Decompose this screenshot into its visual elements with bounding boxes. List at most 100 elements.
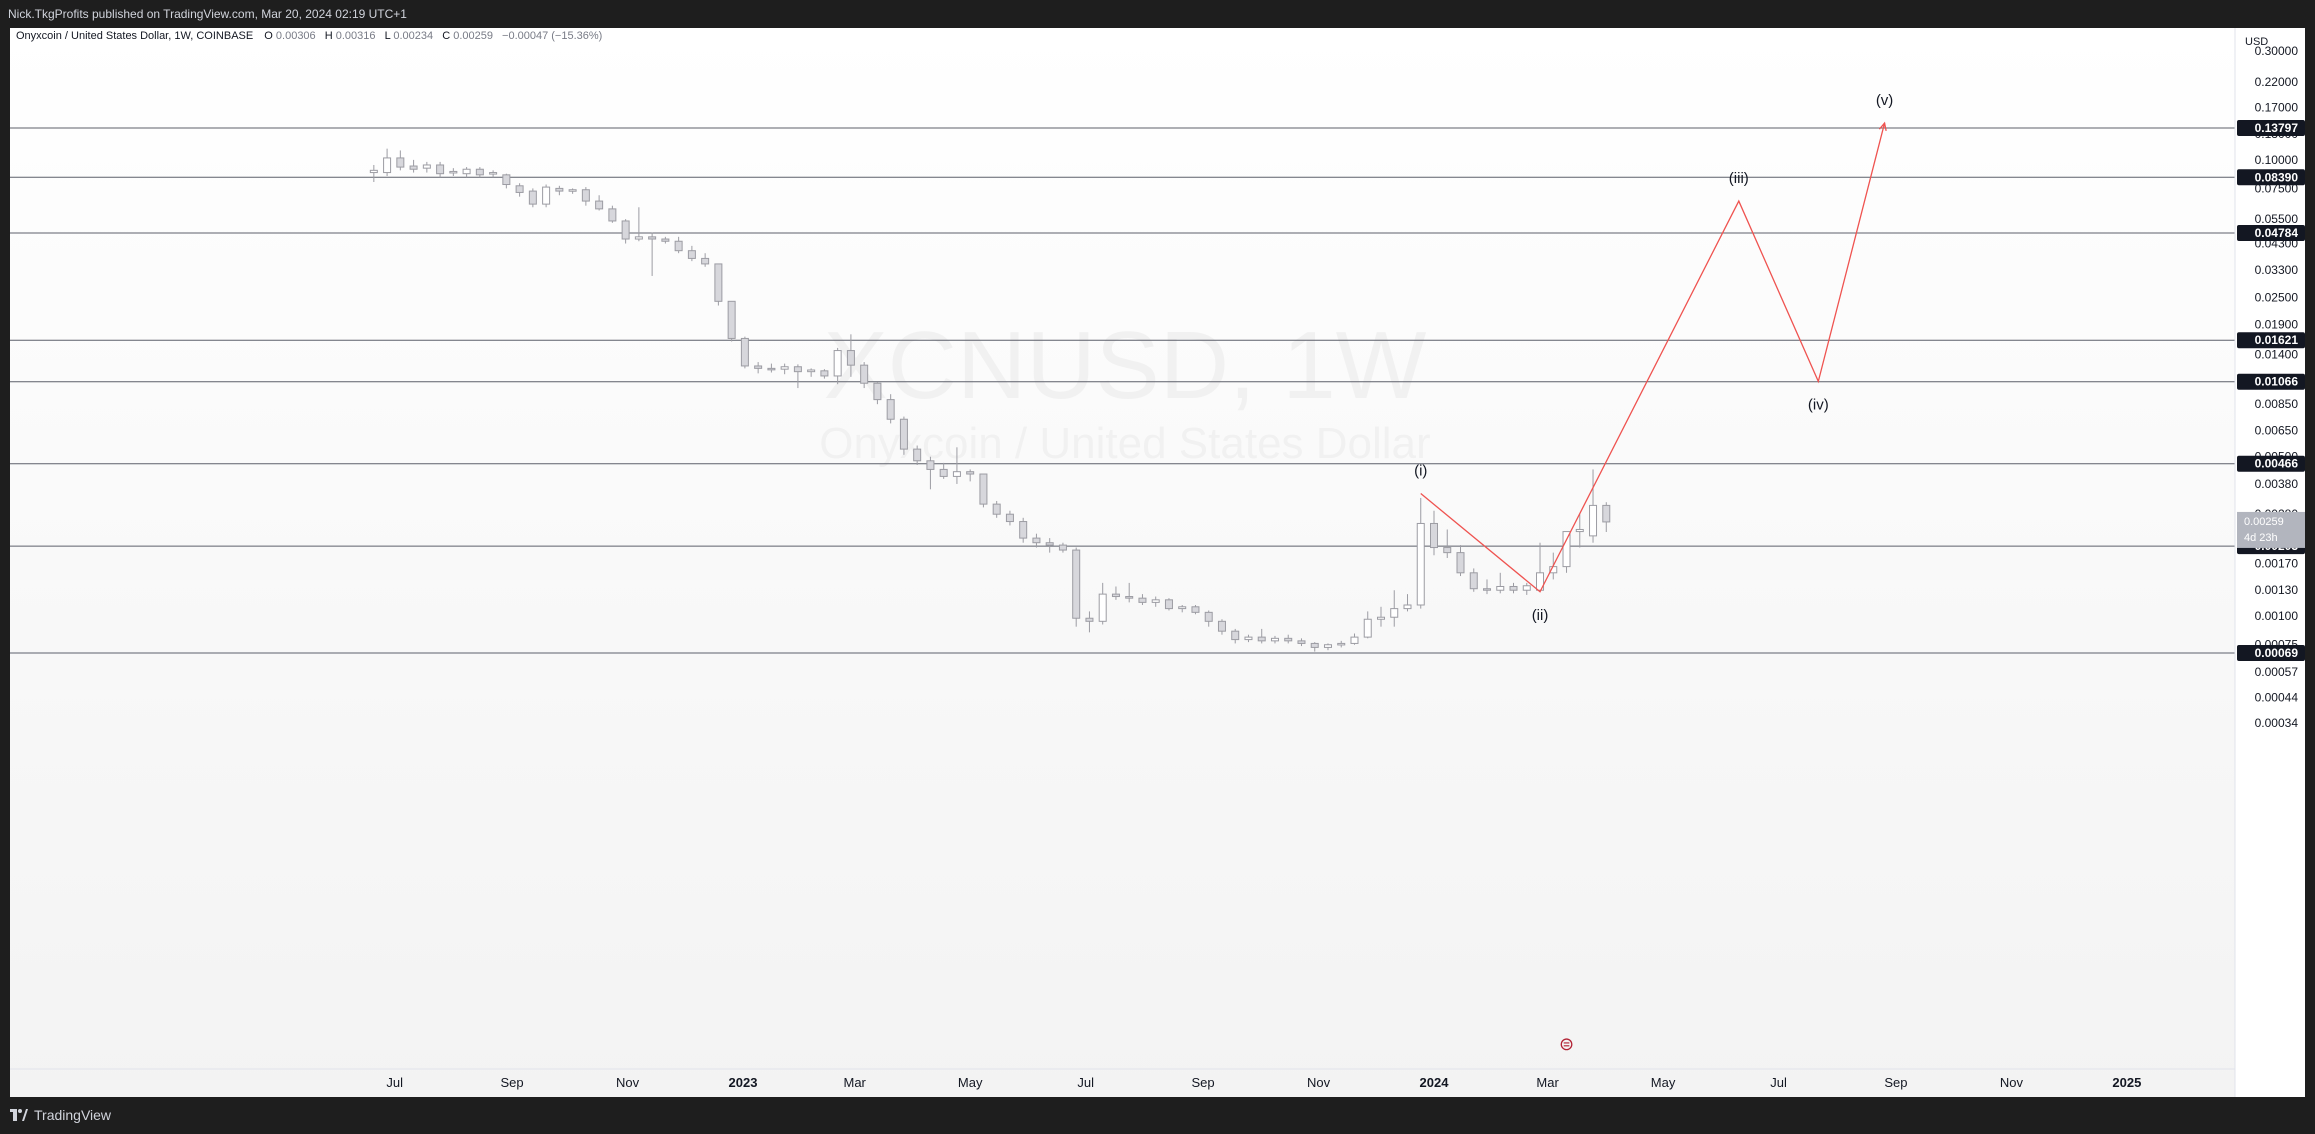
- candle-body: [1323, 644, 1332, 648]
- wave-label: (i): [1414, 463, 1427, 480]
- current-price-background: [2237, 511, 2305, 548]
- y-tick-label: 0.00850: [2255, 397, 2299, 411]
- wave-arrowhead: [1878, 121, 1887, 132]
- candle-body: [621, 220, 630, 240]
- price-axis-background: [2235, 28, 2305, 1097]
- candle-body: [528, 190, 537, 205]
- candle: [383, 148, 392, 176]
- candle: [873, 382, 882, 405]
- x-tick-label: May: [958, 1075, 983, 1090]
- candle: [595, 195, 604, 211]
- candle: [1363, 611, 1372, 639]
- candle: [1496, 572, 1505, 594]
- publisher-text: Nick.TkgProfits published on TradingView…: [8, 7, 407, 21]
- candle-body: [1072, 549, 1081, 619]
- candle: [1416, 497, 1425, 609]
- wave-projection: (i) (ii) (iii) (iv) (v): [1414, 92, 1893, 624]
- candle: [1509, 582, 1518, 594]
- x-tick-label: Jul: [1770, 1075, 1787, 1090]
- candle-body: [1297, 640, 1306, 644]
- candle: [661, 236, 670, 244]
- legend-open-value: 0.00306: [276, 30, 316, 42]
- candle-body: [740, 337, 749, 367]
- candle: [1390, 590, 1399, 627]
- tradingview-logo[interactable]: TradingView: [10, 1107, 111, 1123]
- y-tick-label: 0.00380: [2255, 477, 2299, 491]
- candle: [608, 205, 617, 223]
- legend: Onyxcoin / United States Dollar, 1W, COI…: [16, 28, 602, 42]
- candle-body: [899, 418, 908, 450]
- x-tick-label: May: [1651, 1075, 1676, 1090]
- level-tag-label: 0.01066: [2255, 375, 2299, 389]
- candle-body: [595, 200, 604, 210]
- candle: [1164, 598, 1173, 611]
- y-tick-label: 0.17000: [2255, 100, 2299, 114]
- level-tag-background: [2237, 645, 2305, 661]
- chart-canvas[interactable]: XCNUSD, 1W Onyxcoin / United States Doll…: [10, 28, 2305, 1097]
- candle-body: [793, 366, 802, 373]
- candle-body: [846, 350, 855, 366]
- candle-body: [1522, 585, 1531, 591]
- legend-symbol: Onyxcoin / United States Dollar, 1W, COI…: [16, 30, 253, 42]
- level-tag-background: [2237, 169, 2305, 186]
- candle: [1403, 594, 1412, 612]
- us-flag-icon[interactable]: ⊜: [1559, 1034, 1574, 1054]
- candle: [634, 207, 643, 242]
- candle-body: [1337, 642, 1346, 646]
- candle-body: [1098, 593, 1107, 622]
- candle-body: [489, 172, 498, 175]
- level-lines: [10, 127, 2235, 654]
- current-price-tag: 0.00259 4d 23h: [2237, 511, 2305, 548]
- candle-body: [581, 189, 590, 202]
- x-tick-label: 2023: [729, 1075, 758, 1090]
- candle: [820, 369, 829, 379]
- candle-body: [952, 471, 961, 477]
- candle-body: [1469, 572, 1478, 590]
- candle-body: [886, 399, 895, 420]
- candle: [1045, 538, 1054, 553]
- currency-label: USD: [2245, 36, 2268, 48]
- candle: [1125, 582, 1134, 603]
- candle: [449, 168, 458, 176]
- level-tag-background: [2237, 455, 2305, 472]
- candle: [409, 159, 418, 173]
- watermark-name: Onyxcoin / United States Dollar: [819, 419, 1430, 468]
- candle-body: [1032, 537, 1041, 544]
- candle: [926, 456, 935, 490]
- legend-change: −0.00047 (−15.36%): [502, 30, 602, 42]
- y-tick-label: 0.00034: [2255, 716, 2299, 730]
- time-axis[interactable]: Jul Sep Nov 2023 Mar May Jul Sep Nov 2024 Mar May Ju…: [10, 1068, 2235, 1090]
- candle: [528, 188, 537, 208]
- candle-body: [1257, 636, 1266, 642]
- candle: [793, 364, 802, 389]
- candle-body: [1111, 593, 1120, 598]
- candle-body: [1403, 604, 1412, 610]
- price-axis[interactable]: USD 0.300000.220000.170000.130000.100000…: [2234, 28, 2305, 1097]
- candle: [502, 173, 511, 189]
- wave-label: (v): [1876, 92, 1894, 109]
- candle-body: [1244, 636, 1253, 641]
- level-tag-label: 0.13797: [2255, 121, 2299, 135]
- candle-body: [926, 460, 935, 470]
- watermark: XCNUSD, 1W Onyxcoin / United States Doll…: [819, 312, 1430, 468]
- wave-line: [1420, 122, 1886, 593]
- level-tag-label: 0.08390: [2255, 170, 2299, 184]
- candle-body: [714, 263, 723, 302]
- level-price-tags: 0.13797 0.08390 0.04784 0.01621 0.01066 0.004…: [2237, 120, 2305, 661]
- svg-text:Onyxcoin / United States Dolla: Onyxcoin / United States Dollar, 1W, COI…: [16, 28, 602, 42]
- candle-body: [807, 369, 816, 373]
- candle: [1019, 517, 1028, 543]
- candle-body: [1310, 642, 1319, 648]
- plot-background: [10, 28, 2235, 1097]
- candle: [1350, 633, 1359, 645]
- y-tick-label: 0.01400: [2255, 348, 2299, 362]
- candle-body: [913, 448, 922, 462]
- candle-body: [701, 257, 710, 265]
- candle-body: [1390, 608, 1399, 618]
- candle: [714, 263, 723, 306]
- candle-body: [1151, 599, 1160, 603]
- candle: [833, 347, 842, 385]
- publisher-bar: Nick.TkgProfits published on TradingView…: [0, 0, 2315, 28]
- y-tick-label: 0.05500: [2255, 212, 2299, 226]
- candle-body: [754, 365, 763, 369]
